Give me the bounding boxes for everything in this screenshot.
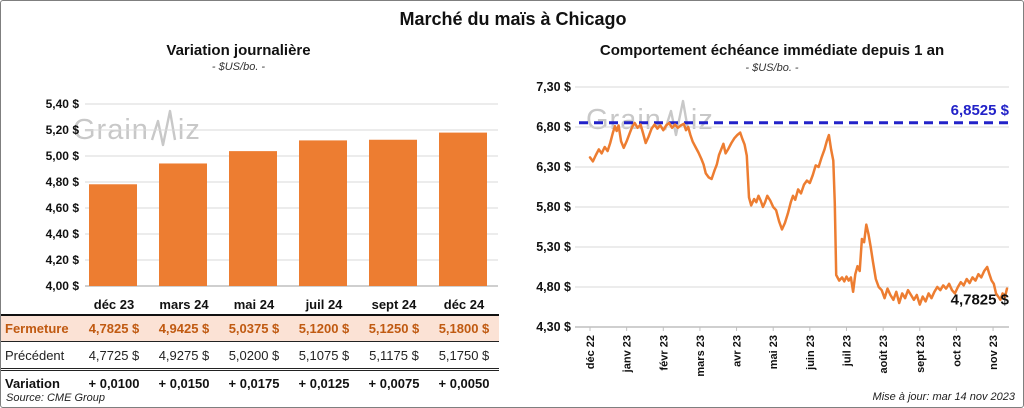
x-axis-tick-label: juil 23: [841, 335, 853, 367]
x-axis-tick-label: mars 23: [695, 335, 707, 377]
y-axis-tick-label: 6,80 $: [536, 120, 571, 134]
front-month-price-line: [588, 121, 1009, 306]
table-cell-previous: 4,7725 $: [79, 342, 149, 371]
reference-line-label: 6,8525 $: [951, 102, 1010, 119]
table-cell-variation: + 0,0125: [298, 375, 350, 391]
last-value-label: 4,7825 $: [951, 291, 1010, 308]
y-axis-tick-label: 4,00 $: [46, 279, 80, 293]
y-axis-tick-label: 5,20 $: [46, 123, 80, 137]
y-axis-tick-label: 5,40 $: [46, 97, 80, 111]
table-cell-previous: 5,1075 $: [289, 342, 359, 371]
y-axis-tick-label: 6,30 $: [536, 160, 571, 174]
table-cell-previous: 5,1175 $: [359, 342, 429, 371]
column-header-déc-24: déc 24: [429, 294, 499, 316]
daily-variation-bar-chart: 5,40 $ 5,20 $ 5,00 $ 4,80 $ 4,60 $ 4,40 $ 4,20…: [46, 97, 498, 293]
table-cell-variation: + 0,0100: [88, 375, 140, 391]
column-header-juil-24: juil 24: [289, 294, 359, 316]
x-axis-tick-label: oct 23: [951, 335, 963, 367]
y-axis-tick-label: 5,80 $: [536, 200, 571, 214]
left-chart-title: Variation journalière: [166, 42, 311, 59]
y-axis-tick-label: 5,30 $: [536, 240, 571, 254]
right-chart-subtitle: - $US/bo. -: [745, 62, 799, 74]
row-label-previous: Précédent: [1, 342, 79, 371]
updated-note: Mise à jour: mar 14 nov 2023: [872, 391, 1015, 403]
table-cell-previous: 5,0200 $: [219, 342, 289, 371]
row-label-variation: Variation: [5, 375, 60, 391]
futures-price-table: déc 23 mars 24 mai 24 juil 24 sept 24 déc 24 F…: [1, 294, 499, 395]
front-month-line-chart: 7,30 $ 6,80 $ 6,30 $ 5,80 $ 5,30 $ 4,80 $ 4,30…: [536, 81, 1010, 377]
table-cell-variation: + 0,0150: [158, 375, 210, 391]
right-chart-title: Comportement échéance immédiate depuis 1…: [599, 42, 945, 59]
x-axis-tick-label: mai 23: [768, 335, 780, 369]
bar-juil-24: [299, 140, 347, 286]
bar-mai-24: [229, 151, 277, 286]
table-cell-close: 4,9425 $: [149, 316, 219, 342]
table-cell-close: 5,0375 $: [219, 316, 289, 342]
y-axis-tick-label: 4,30 $: [536, 320, 571, 334]
bar-déc-24: [439, 132, 487, 286]
x-axis-tick-label: janv 23: [622, 335, 634, 373]
table-cell-close: 4,7825 $: [79, 316, 149, 342]
x-axis-tick-label: août 23: [878, 335, 890, 374]
table-cell-variation: + 0,0175: [228, 375, 280, 391]
y-axis-tick-label: 4,40 $: [46, 227, 80, 241]
x-axis-tick-label: sept 23: [915, 335, 927, 373]
page-title: Marché du maïs à Chicago: [399, 9, 627, 29]
column-header-mai-24: mai 24: [219, 294, 289, 316]
y-axis-tick-label: 7,30 $: [536, 81, 571, 94]
y-axis-tick-label: 4,80 $: [536, 280, 571, 294]
x-axis-tick-label: juin 23: [805, 335, 817, 371]
table-cell-close: 5,1800 $: [429, 316, 499, 342]
table-cell-previous: 4,9275 $: [149, 342, 219, 371]
column-header-sept-24: sept 24: [359, 294, 429, 316]
table-cell-variation: + 0,0075: [368, 375, 420, 391]
bar-sept-24: [369, 139, 417, 286]
y-axis-tick-label: 4,80 $: [46, 175, 80, 189]
column-header-mars-24: mars 24: [149, 294, 219, 316]
x-axis-tick-label: nov 23: [988, 335, 1000, 370]
x-axis-tick-label: févr 23: [658, 335, 670, 370]
table-cell-previous: 5,1750 $: [429, 342, 499, 371]
table-cell-close: 5,1200 $: [289, 316, 359, 342]
table-cell-variation: + 0,0050: [438, 375, 490, 391]
row-label-close: Fermeture: [1, 316, 79, 342]
bar-déc-23: [89, 184, 137, 286]
table-corner-cell: [1, 294, 79, 316]
x-axis-tick-label: avr 23: [732, 335, 744, 367]
left-chart-subtitle: - $US/bo. -: [211, 61, 266, 73]
x-axis-tick-label: déc 22: [585, 335, 597, 369]
table-cell-close: 5,1250 $: [359, 316, 429, 342]
y-axis-tick-label: 4,60 $: [46, 201, 80, 215]
y-axis-tick-label: 4,20 $: [46, 253, 80, 267]
y-axis-tick-label: 5,00 $: [46, 149, 80, 163]
column-header-déc-23: déc 23: [79, 294, 149, 316]
bar-mars-24: [159, 163, 207, 286]
source-note: Source: CME Group: [6, 392, 106, 404]
